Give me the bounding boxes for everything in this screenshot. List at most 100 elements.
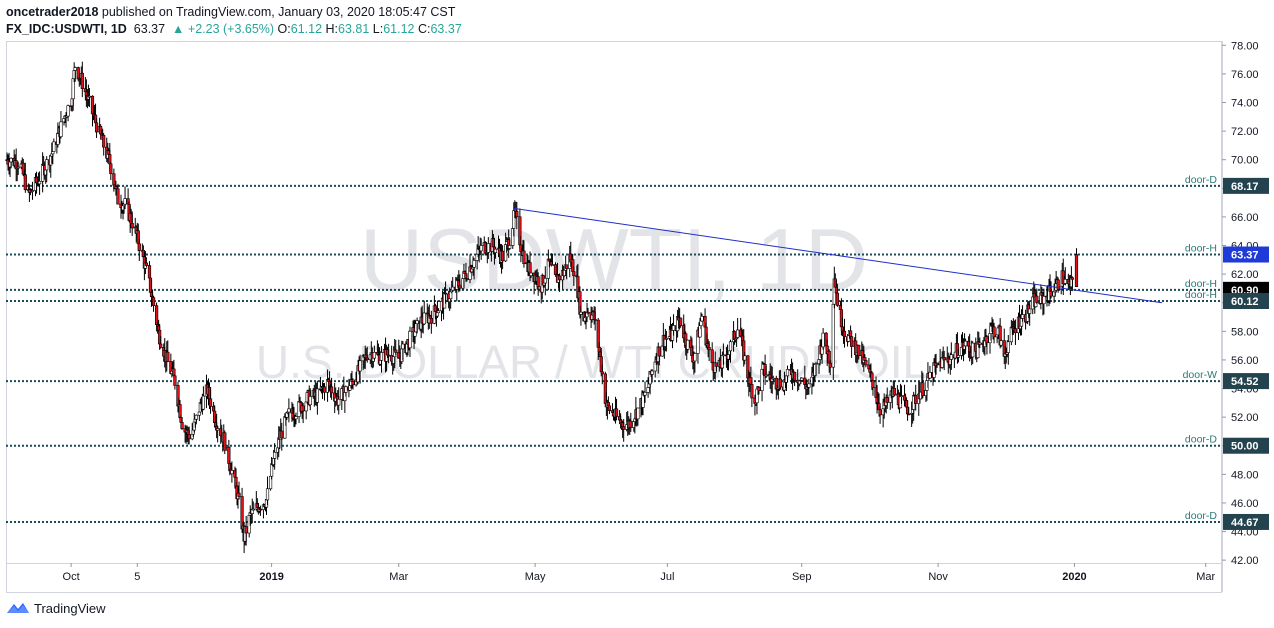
candle-down: [187, 434, 191, 440]
candle-down: [536, 276, 540, 287]
level-badge: 44.67: [1231, 517, 1259, 529]
level-badge: 54.52: [1231, 376, 1259, 388]
author-name[interactable]: oncetrader2018: [6, 5, 99, 19]
symbol-name[interactable]: FX_IDC:USDWTI, 1D: [6, 22, 127, 36]
level-badge-bg: [1223, 437, 1269, 454]
level-badge: 68.17: [1231, 181, 1259, 193]
candle-down: [1049, 290, 1053, 297]
candle-down: [155, 305, 159, 325]
candle-down: [116, 188, 120, 205]
tradingview-logo-icon: [7, 603, 29, 613]
candle-up: [1042, 296, 1046, 305]
candle-up: [721, 354, 725, 357]
candle-down: [842, 330, 847, 337]
candle-down: [622, 426, 626, 430]
candle-down: [557, 275, 562, 281]
candle-up: [197, 411, 201, 416]
close-value: 63.37: [430, 22, 462, 36]
candle-down: [757, 386, 761, 391]
candle-down: [985, 336, 989, 344]
candle-up: [785, 369, 790, 377]
candle-up: [344, 386, 348, 393]
level-label: door-H: [1185, 243, 1217, 255]
candle-up: [472, 260, 476, 268]
price-tick-label: 74.00: [1231, 97, 1259, 109]
candle-up: [956, 355, 961, 358]
candle-up: [771, 377, 775, 380]
time-axis[interactable]: Oct 5 2019 Mar May Jul Sep Nov 2020 Mar: [63, 563, 1216, 583]
candle-down: [942, 357, 946, 361]
candle-up: [413, 331, 417, 337]
candle-down: [600, 371, 604, 375]
candle-up: [16, 166, 20, 169]
candle-up: [435, 312, 440, 317]
candle-down: [144, 262, 149, 266]
candle-down: [553, 264, 558, 275]
candle-down: [863, 357, 867, 361]
price-tick-label: 72.00: [1231, 126, 1259, 138]
candle-down: [330, 386, 334, 394]
candle-up: [230, 470, 234, 475]
candle-down: [166, 351, 170, 362]
candle-down: [351, 381, 355, 386]
candle-down: [280, 430, 284, 439]
price-tick-label: 70.00: [1231, 155, 1259, 167]
price-tick-label: 62.00: [1231, 269, 1259, 281]
candle-down: [180, 422, 184, 430]
change-value: +2.23 (+3.65%): [187, 22, 275, 36]
candle-up: [1006, 341, 1010, 353]
candle-down: [178, 404, 182, 418]
candle-up: [800, 377, 804, 381]
candle-down: [848, 330, 853, 337]
candle-down: [921, 382, 925, 396]
candle-up: [123, 198, 127, 205]
price-tick-label: 56.00: [1231, 355, 1259, 367]
candle-down: [109, 163, 113, 175]
level-label: door-H: [1185, 278, 1217, 290]
candle-up: [1028, 308, 1032, 314]
candles: [5, 61, 1079, 554]
candle-up: [479, 245, 483, 252]
high-value: 63.81: [338, 22, 370, 36]
footer-brand[interactable]: TradingView: [6, 600, 106, 616]
candle-down: [714, 362, 718, 367]
time-tick-label: Nov: [928, 571, 948, 583]
candle-down: [151, 297, 156, 306]
candle-up: [201, 395, 206, 410]
level-badge: 50.00: [1231, 441, 1259, 453]
candle-up: [693, 353, 697, 362]
candle-down: [76, 67, 80, 80]
candle-down: [885, 397, 889, 403]
candle-up: [287, 408, 291, 413]
level-badge-bg: [1223, 292, 1269, 309]
price-tick-label: 66.00: [1231, 212, 1259, 224]
candle-up: [265, 488, 270, 501]
candle-up: [543, 278, 547, 284]
candle-up: [379, 352, 384, 361]
level-badge-bg: [1223, 513, 1269, 530]
candle-down: [710, 349, 714, 363]
candle-up: [807, 383, 811, 388]
candle-down: [365, 357, 369, 361]
candle-down: [828, 362, 832, 368]
candle-up: [764, 374, 768, 377]
candle-down: [565, 264, 569, 269]
chart-pane-border: [6, 41, 1222, 593]
candle-up: [664, 338, 669, 340]
candle-up: [408, 330, 412, 349]
horizontal-levels: door-Ddoor-Hdoor-Hdoor-Hdoor-Wdoor-Ddoor…: [6, 174, 1222, 523]
candle-up: [451, 286, 455, 291]
candle-up: [493, 248, 498, 253]
high-label: H:: [325, 22, 339, 36]
candle-up: [51, 151, 55, 155]
price-tick-label: 46.00: [1231, 498, 1259, 510]
candle-down: [864, 360, 868, 366]
candle-up: [700, 316, 704, 322]
candle-up: [30, 190, 35, 192]
candle-up: [436, 310, 441, 314]
trendline[interactable]: [513, 207, 1163, 304]
trendline-group[interactable]: [513, 207, 1163, 304]
low-value: 61.12: [383, 22, 415, 36]
